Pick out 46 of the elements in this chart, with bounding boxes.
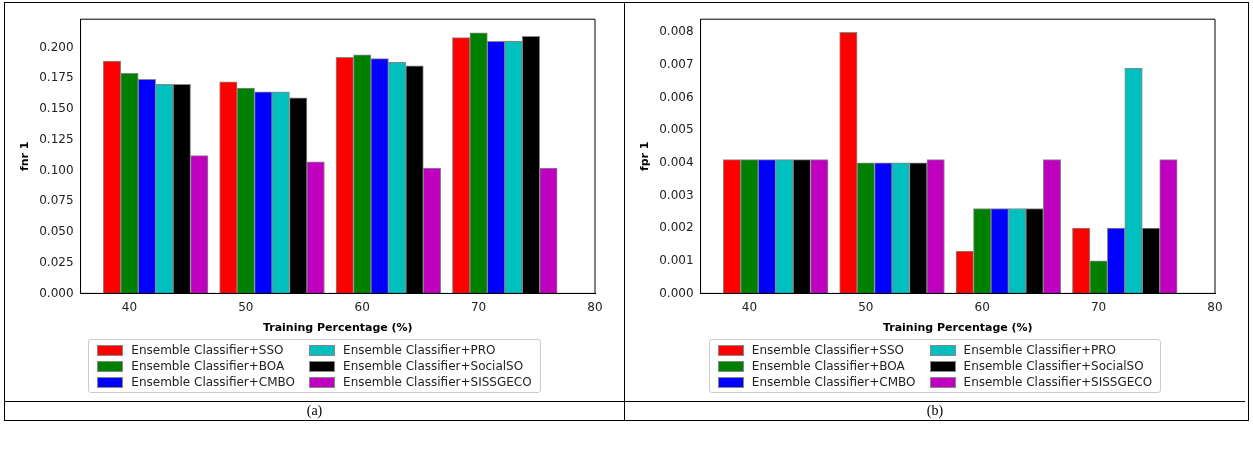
legend-label: Ensemble Classifier+SSO xyxy=(751,343,905,357)
y-tick-label: 0.025 xyxy=(39,254,74,269)
y-tick-label: 0.050 xyxy=(39,224,74,239)
legend-label: Ensemble Classifier+SISSGECO xyxy=(343,375,532,389)
legend-label: Ensemble Classifier+SocialSO xyxy=(343,359,524,373)
y-tick-label: 0.200 xyxy=(39,39,74,54)
text: (a) xyxy=(5,401,624,420)
y-tick-label: 0.005 xyxy=(659,122,694,137)
y-tick-label: 0.075 xyxy=(39,193,74,208)
y-tick-label: 0.006 xyxy=(659,89,694,104)
legend-label: Ensemble Classifier+PRO xyxy=(343,343,496,357)
x-tick-label: 70 xyxy=(470,299,487,314)
legend-label: Ensemble Classifier+CMBO xyxy=(131,375,296,389)
legend-label: Ensemble Classifier+SSO xyxy=(131,343,284,357)
y-tick-label: 0.002 xyxy=(659,220,694,235)
y-tick-label: 0.000 xyxy=(39,285,74,300)
legend-label: Ensemble Classifier+SocialSO xyxy=(963,359,1144,373)
x-axis-title: Training Percentage (%) xyxy=(262,321,413,335)
legend-label: Ensemble Classifier+CMBO xyxy=(751,375,916,389)
legend-label: Ensemble Classifier+BOA xyxy=(131,359,285,373)
y-tick-label: 0.175 xyxy=(39,70,74,85)
y-tick-label: 0.150 xyxy=(39,101,74,116)
x-tick-label: 70 xyxy=(1090,299,1107,314)
y-axis-title: fpr 1 xyxy=(638,141,652,172)
x-tick-label: 50 xyxy=(858,299,874,314)
x-tick-label: 40 xyxy=(741,299,758,314)
y-tick-label: 0.004 xyxy=(659,154,694,169)
y-tick-label: 0.000 xyxy=(659,285,694,300)
x-tick-label: 80 xyxy=(587,299,603,314)
x-tick-label: 40 xyxy=(121,299,138,314)
y-tick-label: 0.001 xyxy=(659,252,694,267)
legend-label: Ensemble Classifier+BOA xyxy=(751,359,905,373)
y-tick-label: 0.003 xyxy=(659,187,694,202)
y-axis-title: fnr 1 xyxy=(18,141,32,172)
legend-label: Ensemble Classifier+PRO xyxy=(963,343,1117,357)
x-tick-label: 80 xyxy=(1207,299,1223,314)
legend-label: Ensemble Classifier+SISSGECO xyxy=(963,375,1153,389)
y-tick-label: 0.125 xyxy=(39,131,74,146)
y-tick-label: 0.100 xyxy=(39,162,74,177)
x-tick-label: 60 xyxy=(354,299,370,314)
text: (b) xyxy=(625,401,1245,420)
y-tick-label: 0.008 xyxy=(659,24,694,39)
y-tick-label: 0.007 xyxy=(659,57,694,72)
x-tick-label: 50 xyxy=(238,299,254,314)
x-axis-title: Training Percentage (%) xyxy=(882,321,1033,335)
x-tick-label: 60 xyxy=(974,299,990,314)
